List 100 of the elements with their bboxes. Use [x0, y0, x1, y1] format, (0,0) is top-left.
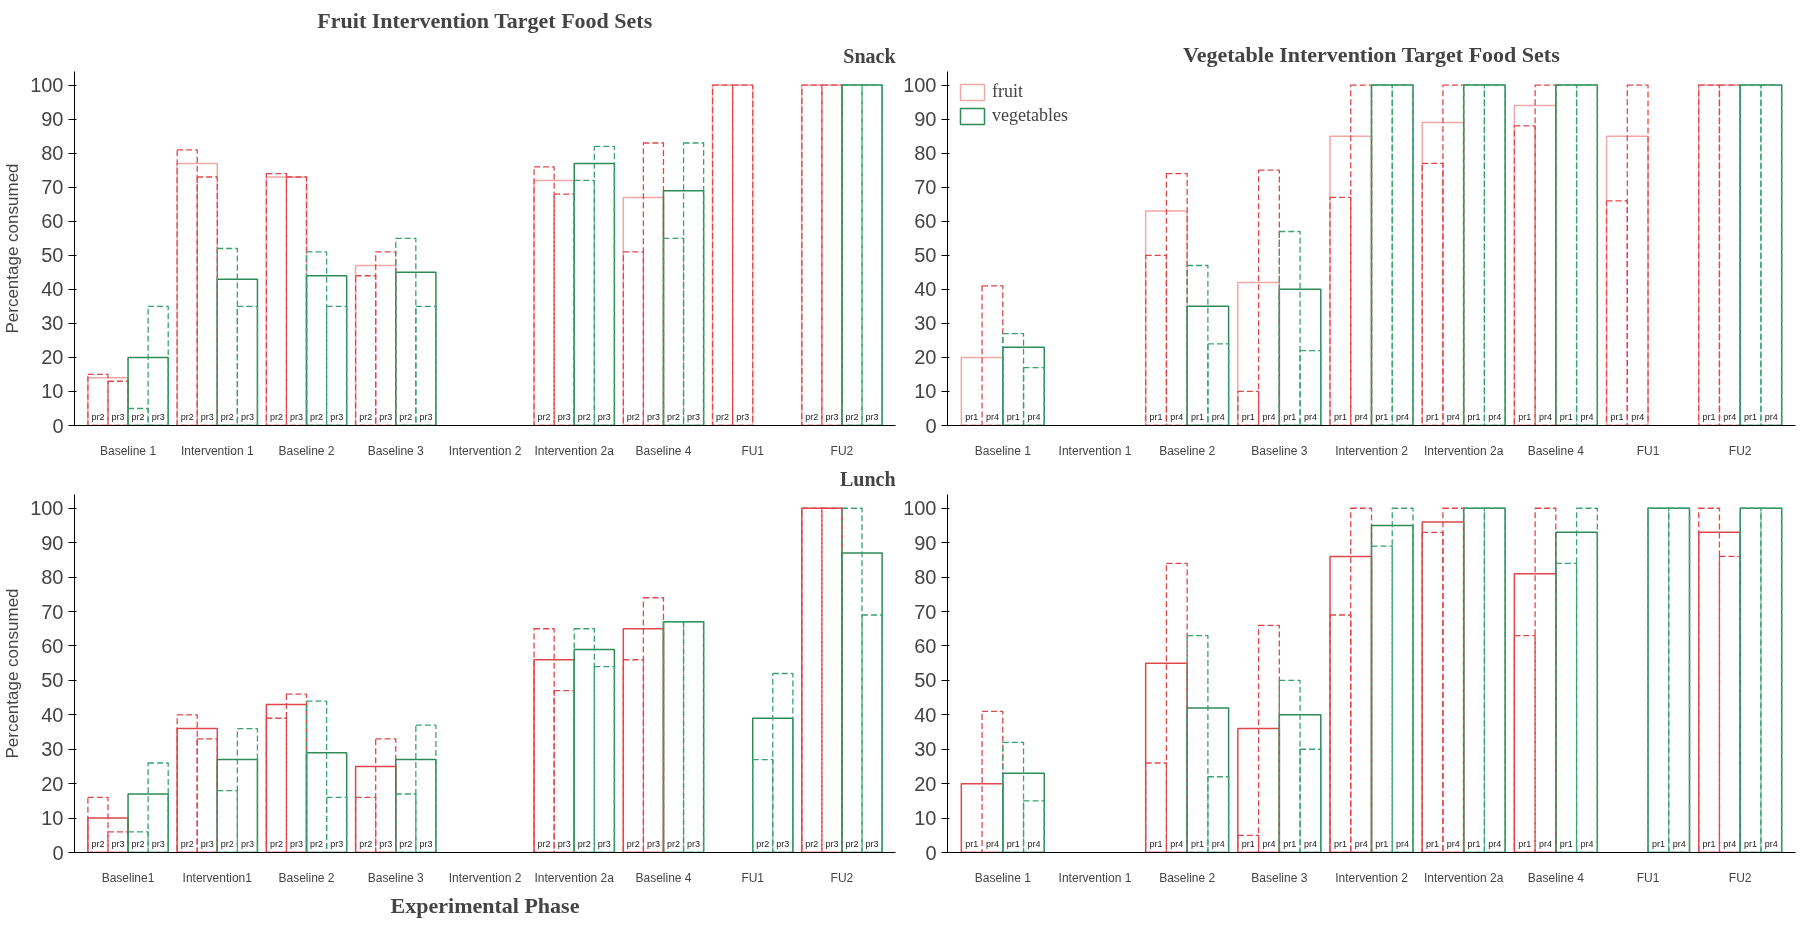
text: pr2 — [220, 412, 234, 423]
y-tick-label: 70 — [41, 600, 64, 623]
y-tick-label: 30 — [914, 738, 937, 761]
x-tick-label: FU2 — [830, 443, 854, 458]
text: pr4 — [1170, 839, 1184, 850]
y-tick-label: 100 — [30, 497, 64, 520]
text: pr2 — [716, 412, 730, 423]
text: pr2 — [359, 839, 373, 850]
x-tick-label: Baseline 2 — [278, 443, 335, 458]
text: pr1 — [1467, 839, 1481, 850]
series-label: pr3 — [111, 412, 125, 423]
series-label: pr3 — [111, 839, 125, 850]
text: pr1 — [1559, 412, 1573, 423]
text: pr3 — [865, 839, 879, 850]
y-tick-label: 10 — [41, 380, 64, 403]
text: pr2 — [269, 839, 283, 850]
text: pr2 — [805, 412, 819, 423]
text: pr3 — [289, 839, 303, 850]
text: pr3 — [687, 412, 701, 423]
y-tick-label: 10 — [41, 807, 64, 830]
chart-subtitle: Snack — [843, 44, 897, 67]
text: pr4 — [1446, 412, 1460, 423]
y-tick-label: 50 — [914, 669, 937, 692]
text: pr2 — [359, 412, 373, 423]
x-tick-label: Baseline 3 — [367, 870, 425, 885]
text: pr4 — [1764, 412, 1778, 423]
text: pr3 — [200, 839, 214, 850]
text: pr3 — [419, 412, 433, 423]
text: pr3 — [379, 839, 393, 850]
text: pr3 — [776, 839, 790, 850]
x-axis-title: Experimental Phase — [390, 892, 580, 918]
text: pr1 — [1283, 412, 1297, 423]
y-tick-label: 80 — [914, 142, 937, 165]
text: pr3 — [557, 412, 571, 423]
text: pr1 — [1744, 412, 1758, 423]
y-tick-label: 60 — [41, 210, 64, 233]
series-label: pr4 — [1027, 412, 1041, 423]
text: pr1 — [1610, 412, 1624, 423]
y-tick-label: 70 — [41, 176, 64, 199]
text: pr2 — [577, 412, 591, 423]
text: pr2 — [805, 839, 819, 850]
text: pr4 — [1354, 412, 1368, 423]
text: pr1 — [1375, 412, 1389, 423]
y-tick-label: 70 — [914, 176, 937, 199]
y-tick-label: 0 — [925, 841, 937, 864]
text: pr1 — [1518, 412, 1532, 423]
x-tick-label: Baseline 1 — [100, 443, 157, 458]
x-tick-label: FU2 — [830, 870, 854, 885]
text: pr1 — [1426, 412, 1440, 423]
text: pr1 — [1744, 839, 1758, 850]
text: pr3 — [597, 412, 611, 423]
text: pr1 — [1241, 412, 1255, 423]
y-tick-label: 80 — [41, 566, 64, 589]
y-tick-label: 40 — [41, 278, 64, 301]
text: pr3 — [646, 412, 660, 423]
text: pr4 — [1723, 839, 1737, 850]
x-tick-label: Baseline 3 — [1251, 870, 1308, 885]
text: pr2 — [399, 412, 413, 423]
text: pr3 — [330, 412, 344, 423]
text: pr2 — [756, 839, 770, 850]
series-label: pr2 — [131, 839, 145, 850]
x-tick-label: Baseline1 — [101, 870, 155, 885]
text: pr4 — [1538, 839, 1552, 850]
text: pr4 — [1396, 412, 1410, 423]
y-tick-label: 50 — [914, 244, 937, 267]
x-tick-label: Baseline 3 — [1251, 443, 1308, 458]
y-tick-label: 50 — [41, 244, 64, 267]
y-tick-label: 90 — [914, 108, 937, 131]
text: pr2 — [310, 412, 324, 423]
text: pr3 — [289, 412, 303, 423]
text: pr4 — [1211, 412, 1225, 423]
text: pr2 — [845, 839, 859, 850]
series-label: pr4 — [985, 412, 999, 423]
y-tick-label: 10 — [914, 380, 937, 403]
text: pr3 — [646, 839, 660, 850]
x-tick-label: Baseline 1 — [974, 443, 1032, 458]
text: pr4 — [1170, 412, 1184, 423]
x-tick-label: Intervention 1 — [180, 443, 254, 458]
x-tick-label: FU2 — [1728, 443, 1752, 458]
y-tick-label: 30 — [914, 312, 937, 335]
text: pr2 — [269, 412, 283, 423]
text: pr4 — [1446, 839, 1460, 850]
y-tick-label: 20 — [914, 772, 937, 795]
x-tick-label: Intervention 1 — [1058, 870, 1132, 885]
text: pr1 — [1333, 839, 1347, 850]
x-tick-label: Baseline 4 — [1527, 443, 1585, 458]
y-tick-label: 30 — [41, 738, 64, 761]
text: pr3 — [597, 839, 611, 850]
x-tick-label: Intervention 2a — [534, 870, 615, 885]
text: pr4 — [1262, 839, 1276, 850]
x-tick-label: Baseline 1 — [974, 870, 1032, 885]
chart-title: Vegetable Intervention Target Food Sets — [1182, 41, 1561, 67]
y-tick-label: 40 — [41, 703, 64, 726]
text: pr4 — [1303, 412, 1317, 423]
x-tick-label: Intervention 2 — [448, 443, 522, 458]
text: pr1 — [1559, 839, 1573, 850]
chart-subtitle: Lunch — [839, 467, 896, 490]
text: pr2 — [537, 412, 551, 423]
y-tick-label: 90 — [41, 108, 64, 131]
y-tick-label: 80 — [914, 566, 937, 589]
